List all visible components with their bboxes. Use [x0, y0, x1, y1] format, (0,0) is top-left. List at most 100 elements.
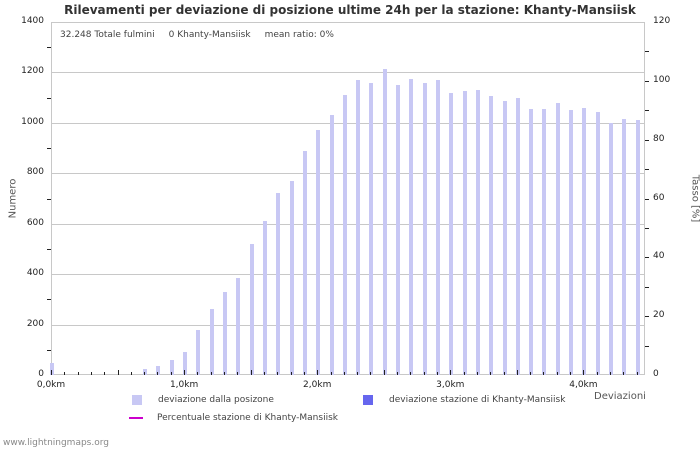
bar-deviation	[449, 93, 453, 375]
x-axis-tick	[543, 372, 544, 375]
right-axis-tick-label: 120	[653, 16, 670, 26]
x-axis-tick	[277, 372, 278, 375]
legend-swatch-dark	[363, 395, 373, 405]
bar-deviation	[383, 69, 387, 375]
bar-deviation	[569, 110, 573, 375]
legend-label: deviazione dalla posizone	[158, 395, 274, 405]
left-axis-tick-label: 0	[0, 369, 44, 379]
x-axis-tick	[597, 372, 598, 375]
bar-deviation	[396, 85, 400, 375]
x-axis-tick	[370, 372, 371, 375]
right-axis-tick-label: 20	[653, 310, 664, 320]
bar-deviation	[343, 95, 347, 375]
x-axis-tick	[397, 372, 398, 375]
x-axis-tick	[118, 370, 119, 375]
right-axis-tick-label: 40	[653, 251, 664, 261]
right-axis-minor-tick	[645, 169, 649, 170]
left-axis-tick-label: 400	[0, 268, 44, 278]
bar-deviation	[489, 96, 493, 375]
bar-deviation	[263, 221, 267, 375]
bar-deviation	[356, 80, 360, 375]
bar-deviation	[582, 108, 586, 375]
x-axis-tick	[51, 370, 52, 375]
bar-deviation	[622, 119, 626, 375]
x-axis-tick	[410, 372, 411, 375]
x-axis-tick	[211, 372, 212, 375]
x-axis-tick	[157, 372, 158, 375]
mean-ratio: mean ratio: 0%	[265, 30, 334, 40]
x-axis-tick	[610, 372, 611, 375]
x-axis-tick	[91, 372, 92, 375]
bar-deviation	[436, 80, 440, 375]
x-axis-tick	[331, 372, 332, 375]
x-axis-tick	[78, 372, 79, 375]
right-axis-minor-tick	[645, 287, 649, 288]
left-axis-tick	[47, 350, 51, 351]
right-axis-tick	[645, 140, 649, 141]
x-axis-tick	[490, 372, 491, 375]
x-axis-tick	[384, 370, 385, 375]
right-axis-minor-tick	[645, 228, 649, 229]
legend-item-station-deviation: deviazione stazione di Khanty-Mansiisk	[363, 395, 565, 405]
x-axis-tick	[317, 370, 318, 375]
x-axis-tick	[144, 372, 145, 375]
x-axis-tick	[291, 372, 292, 375]
bar-deviation	[276, 193, 280, 375]
x-axis-tick	[131, 372, 132, 375]
bar-deviation	[503, 101, 507, 375]
bar-deviation	[463, 91, 467, 375]
x-axis-tick	[530, 372, 531, 375]
bar-deviation	[529, 109, 533, 375]
x-axis-tick-label: 2,0km	[303, 380, 331, 390]
x-axis-tick	[224, 372, 225, 375]
right-axis-minor-tick	[645, 51, 649, 52]
total-strikes: 32.248 Totale fulmini	[60, 30, 155, 40]
bar-deviation	[516, 98, 520, 375]
left-axis-tick	[47, 299, 51, 300]
legend-label: Percentuale stazione di Khanty-Mansiisk	[157, 413, 338, 423]
x-axis-tick	[437, 372, 438, 375]
bar-deviation	[250, 244, 254, 375]
bar-deviation	[290, 181, 294, 375]
chart-title: Rilevamenti per deviazione di posizione …	[0, 3, 700, 17]
station-strikes: 0 Khanty-Mansiisk	[169, 30, 251, 40]
x-axis-tick	[637, 372, 638, 375]
bar-deviation	[476, 90, 480, 375]
bar-deviation	[409, 79, 413, 375]
left-axis-tick	[47, 249, 51, 250]
right-axis-tick	[645, 81, 649, 82]
footer-credit: www.lightningmaps.org	[3, 438, 109, 448]
right-axis-minor-tick	[645, 110, 649, 111]
left-axis-tick-label: 1400	[0, 16, 44, 26]
x-axis-tick	[464, 372, 465, 375]
x-axis-tick	[264, 372, 265, 375]
x-axis-tick	[583, 370, 584, 375]
left-axis-tick-label: 1200	[0, 66, 44, 76]
x-axis-tick	[197, 372, 198, 375]
right-axis-tick-label: 60	[653, 193, 664, 203]
bar-deviation	[369, 83, 373, 375]
bar-deviation	[223, 292, 227, 375]
x-axis-tick-label: 1,0km	[170, 380, 198, 390]
x-axis-tick	[104, 372, 105, 375]
bar-deviation	[556, 103, 560, 375]
bar-deviation	[316, 130, 320, 375]
chart-info: 32.248 Totale fulmini 0 Khanty-Mansiisk me…	[60, 30, 348, 40]
x-axis-tick	[251, 370, 252, 375]
x-axis-tick	[477, 372, 478, 375]
right-axis-tick	[645, 199, 649, 200]
legend-swatch-light	[132, 395, 142, 405]
x-axis-title: Deviazioni	[594, 391, 646, 402]
bar-deviation	[236, 278, 240, 375]
left-axis-tick	[47, 199, 51, 200]
bar-deviation	[596, 112, 600, 375]
x-axis-tick	[184, 370, 185, 375]
legend-item-deviation: deviazione dalla posizone	[132, 395, 274, 405]
right-axis-tick-label: 0	[653, 369, 659, 379]
x-axis-tick	[504, 372, 505, 375]
left-axis-tick-label: 1000	[0, 117, 44, 127]
bar-deviation	[609, 123, 613, 375]
x-axis-tick	[517, 370, 518, 375]
x-axis-tick	[357, 372, 358, 375]
bar-deviation	[210, 309, 214, 375]
